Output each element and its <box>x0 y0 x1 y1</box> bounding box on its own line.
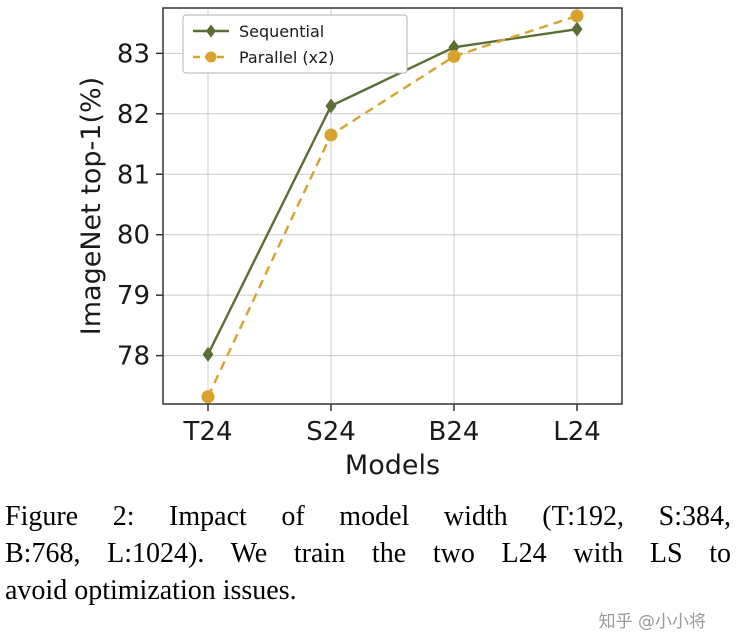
y-tick-label: 78 <box>117 342 150 372</box>
circle-marker <box>447 49 461 63</box>
circle-marker <box>201 390 215 404</box>
figure-chart: 78 79 80 81 82 83 T24 S24 B24 L24 Models ImageNet t… <box>76 7 623 481</box>
y-tick-label: 83 <box>117 39 150 69</box>
legend-label: Parallel (x2) <box>239 48 335 67</box>
caption-line: B:768, L:1024). We train the two L24 wit… <box>5 538 731 570</box>
x-tick-label: T24 <box>183 417 233 447</box>
diamond-marker <box>571 21 583 37</box>
y-axis-title: ImageNet top-1(%) <box>76 77 107 335</box>
chart-container: 78 79 80 81 82 83 T24 S24 B24 L24 Models ImageNet t… <box>76 7 623 481</box>
figure-caption: Figure 2: Impact of model width (T:192, … <box>0 498 736 610</box>
watermark: 知乎 @小小将 <box>598 612 706 632</box>
legend-box <box>182 14 408 74</box>
y-tick-label: 79 <box>117 281 150 311</box>
legend-label: Sequential <box>239 22 324 41</box>
caption-line: Figure 2: Impact of model width (T:192, … <box>5 501 731 532</box>
y-tick-label: 81 <box>117 160 150 190</box>
legend-circle-marker <box>205 51 217 63</box>
diamond-marker <box>325 98 337 114</box>
legend-diamond-marker <box>206 24 216 38</box>
x-tick-label: L24 <box>553 417 601 447</box>
x-tick-label: S24 <box>306 417 356 447</box>
x-axis-title: Models <box>345 450 440 481</box>
circle-marker <box>324 128 338 142</box>
plot-frame <box>162 7 623 405</box>
circle-marker <box>570 9 584 23</box>
diamond-marker <box>202 346 214 362</box>
caption-line: avoid optimization issues. <box>5 575 297 607</box>
x-tick-label: B24 <box>429 417 480 447</box>
y-tick-label: 82 <box>117 100 150 130</box>
series-line-parallel-x2- <box>206 14 578 398</box>
y-tick-label: 80 <box>117 221 150 251</box>
series-line-sequential <box>206 27 578 355</box>
